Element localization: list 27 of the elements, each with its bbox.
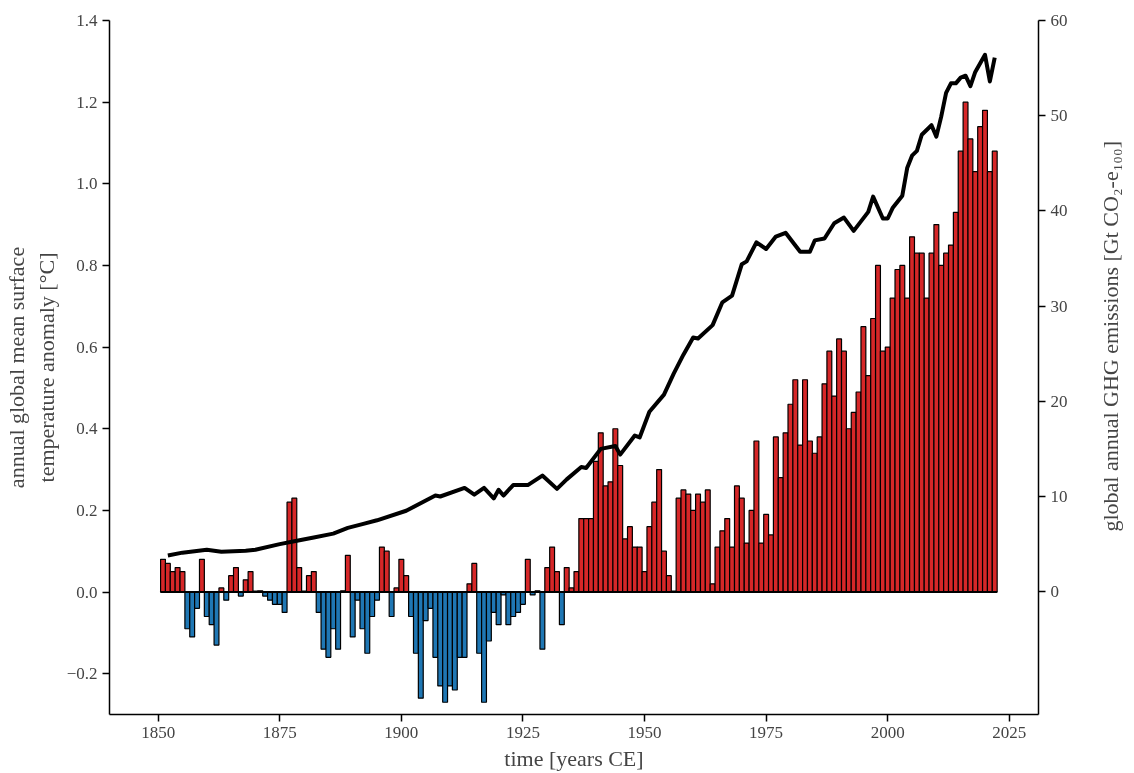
y2-tick-label: 20 <box>1050 391 1068 411</box>
x-tick-label: 1850 <box>141 722 176 742</box>
y2-tick-label: 30 <box>1050 296 1068 316</box>
y2-tick-label: 60 <box>1050 11 1068 30</box>
y-tick-label: 1.4 <box>76 11 98 30</box>
y-tick-label: 0.4 <box>76 419 98 439</box>
y2-axis-title: global annual GHG emissions [Gt CO₂-e₁₀₀] <box>1097 140 1123 532</box>
y-tick-label: 0.8 <box>76 255 98 275</box>
y2-tick-label: 10 <box>1050 486 1068 506</box>
x-tick-label: 2025 <box>992 722 1027 742</box>
x-tick-label: 2000 <box>870 722 905 742</box>
x-tick-label: 1925 <box>505 722 540 742</box>
y-tick-label: 1.2 <box>76 92 98 112</box>
x-tick-label: 1875 <box>262 722 297 742</box>
x-tick-label: 1950 <box>627 722 662 742</box>
y2-tick-label: 0 <box>1050 582 1059 602</box>
y-tick-label: 0.0 <box>76 582 98 602</box>
y-tick-label: −0.2 <box>66 664 98 684</box>
y-tick-label: 0.6 <box>76 337 98 357</box>
x-tick-label: 1900 <box>384 722 419 742</box>
y-tick-label: 0.2 <box>76 500 98 520</box>
y-axis-title: annual global mean surface temperature anomaly [°C] <box>3 246 59 489</box>
x-tick-label: 1975 <box>749 722 784 742</box>
y2-tick-label: 50 <box>1050 106 1068 126</box>
y-tick-label: 1.0 <box>76 174 98 194</box>
x-axis-title: time [years CE] <box>504 745 644 771</box>
y2-tick-label: 40 <box>1050 201 1068 221</box>
